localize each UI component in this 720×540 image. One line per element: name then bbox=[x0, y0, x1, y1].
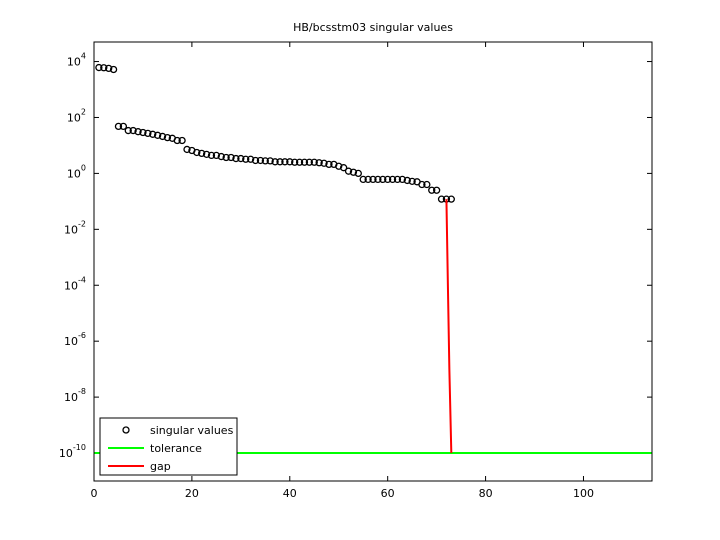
point bbox=[432, 186, 441, 194]
point bbox=[212, 151, 221, 160]
chart-title: HB/bcsstm03 singular values bbox=[293, 21, 453, 34]
x-tick-label: 20 bbox=[185, 487, 199, 500]
point bbox=[437, 195, 446, 203]
point bbox=[163, 133, 172, 142]
point bbox=[291, 158, 299, 166]
point bbox=[109, 65, 118, 74]
plot-frame bbox=[93, 41, 653, 482]
point bbox=[114, 122, 123, 131]
point bbox=[428, 186, 436, 194]
y-tick-label: 10-2 bbox=[64, 219, 86, 236]
y-tick-label: 10-10 bbox=[59, 443, 86, 460]
point bbox=[349, 168, 358, 176]
point bbox=[232, 154, 240, 163]
point bbox=[95, 63, 103, 72]
point bbox=[393, 175, 402, 184]
point bbox=[266, 157, 274, 165]
x-tick-label: 60 bbox=[381, 487, 395, 500]
point bbox=[325, 160, 333, 169]
y-tick-label: 10-8 bbox=[64, 387, 86, 404]
legend-swatch bbox=[122, 426, 130, 434]
point bbox=[139, 128, 147, 137]
point bbox=[251, 156, 260, 165]
point bbox=[359, 175, 367, 184]
point bbox=[134, 128, 142, 136]
point bbox=[222, 153, 230, 162]
point bbox=[237, 154, 245, 163]
y-tick-label: 104 bbox=[67, 52, 86, 69]
y-tick-label: 100 bbox=[67, 163, 86, 180]
point bbox=[124, 126, 132, 135]
point bbox=[129, 126, 137, 135]
point bbox=[286, 158, 294, 166]
point bbox=[119, 122, 128, 131]
point bbox=[300, 158, 309, 166]
point bbox=[310, 158, 318, 166]
series-line bbox=[445, 199, 453, 454]
x-tick-label: 100 bbox=[573, 487, 594, 500]
y-tick-label: 10-6 bbox=[64, 331, 86, 348]
x-tick-label: 0 bbox=[91, 487, 98, 500]
legend-label: gap bbox=[150, 460, 171, 473]
y-tick-label: 10-4 bbox=[64, 275, 86, 292]
point bbox=[423, 180, 431, 189]
point bbox=[105, 64, 113, 73]
point bbox=[276, 158, 284, 166]
point bbox=[447, 195, 455, 203]
point bbox=[320, 159, 328, 167]
point bbox=[369, 175, 377, 184]
point bbox=[100, 64, 108, 72]
point bbox=[256, 156, 265, 165]
point bbox=[354, 169, 362, 178]
point bbox=[335, 162, 343, 170]
point bbox=[374, 175, 382, 184]
point bbox=[149, 130, 157, 138]
point bbox=[202, 150, 211, 159]
point bbox=[173, 136, 181, 145]
point bbox=[403, 176, 411, 185]
point bbox=[418, 180, 426, 189]
point bbox=[384, 175, 392, 184]
point bbox=[242, 155, 250, 163]
point bbox=[271, 158, 279, 166]
y-tick-label: 102 bbox=[67, 107, 86, 124]
point bbox=[379, 175, 387, 184]
point bbox=[178, 136, 186, 145]
point bbox=[246, 155, 255, 163]
legend-label: tolerance bbox=[150, 442, 202, 455]
point bbox=[193, 148, 201, 157]
point bbox=[339, 164, 348, 172]
point bbox=[305, 158, 314, 166]
point bbox=[344, 167, 353, 175]
point bbox=[227, 153, 235, 162]
legend-label: singular values bbox=[150, 424, 234, 437]
point bbox=[388, 175, 397, 184]
point bbox=[158, 132, 167, 141]
point bbox=[198, 149, 206, 158]
point bbox=[408, 177, 416, 185]
point bbox=[153, 131, 162, 139]
x-tick-label: 80 bbox=[479, 487, 493, 500]
point bbox=[315, 159, 323, 167]
point bbox=[183, 145, 191, 154]
point bbox=[398, 175, 407, 184]
point bbox=[261, 157, 269, 165]
point bbox=[364, 175, 372, 184]
point bbox=[295, 158, 304, 166]
point bbox=[207, 151, 216, 160]
point bbox=[144, 129, 152, 138]
point bbox=[281, 158, 289, 166]
x-tick-label: 40 bbox=[283, 487, 297, 500]
point bbox=[217, 152, 225, 161]
